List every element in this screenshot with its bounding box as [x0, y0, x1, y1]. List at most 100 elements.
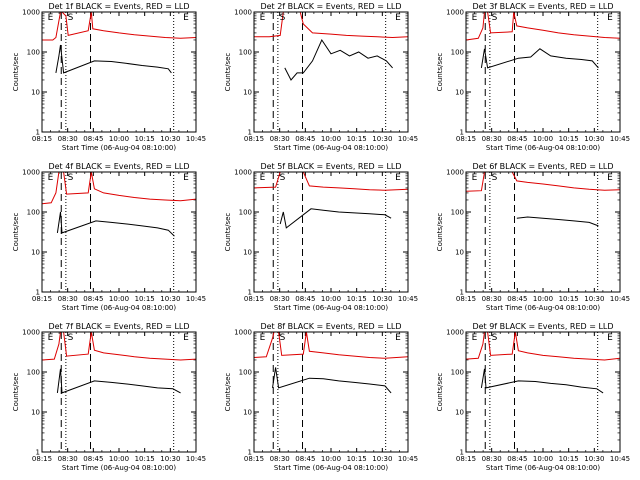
x-tick-label: 08:15 [456, 135, 476, 143]
y-tick-label: 1 [248, 129, 252, 137]
chart-panel-4f: Det 4f BLACK = Events, RED = LLD Counts/s… [12, 162, 206, 312]
marker-label: E [472, 333, 478, 343]
series-events [480, 48, 599, 69]
y-tick-label: 1000 [22, 169, 40, 177]
y-axis-label: Counts/sec [436, 53, 444, 92]
y-tick-label: 1000 [22, 329, 40, 337]
x-tick-label: 10:45 [186, 295, 206, 303]
y-tick-label: 1000 [234, 169, 252, 177]
chart-panel-8f: Det 8f BLACK = Events, RED = LLD Counts/s… [224, 322, 418, 472]
series-lld [42, 11, 197, 41]
y-tick-label: 100 [451, 49, 464, 57]
marker-label: S [492, 13, 498, 23]
y-tick-label: 10 [455, 249, 464, 257]
y-tick-label: 1000 [234, 9, 252, 17]
x-axis-label: Start Time (06-Aug-04 08:10:00) [62, 304, 176, 312]
x-tick-label: 08:45 [507, 295, 527, 303]
y-tick-label: 10 [243, 409, 252, 417]
x-tick-label: 10:15 [347, 455, 367, 463]
series-lld [41, 171, 197, 205]
y-tick-label: 1000 [234, 329, 252, 337]
y-tick-label: 100 [451, 369, 464, 377]
plot-frame [253, 331, 409, 453]
y-axis-label: Counts/sec [436, 373, 444, 412]
y-tick-label: 100 [27, 49, 40, 57]
marker-label: E [395, 13, 401, 23]
marker-label: S [492, 173, 498, 183]
y-tick-label: 100 [239, 369, 252, 377]
series-events [55, 44, 172, 74]
x-tick-label: 10:30 [160, 295, 180, 303]
x-tick-label: 10:00 [109, 455, 129, 463]
y-tick-label: 10 [243, 249, 252, 257]
x-tick-label: 10:45 [186, 135, 206, 143]
marker-label: E [260, 173, 266, 183]
chart-panel-9f: Det 9f BLACK = Events, RED = LLD Counts/s… [436, 322, 630, 472]
marker-label: S [68, 333, 74, 343]
y-tick-label: 100 [27, 369, 40, 377]
y-tick-label: 10 [31, 89, 40, 97]
x-tick-label: 10:00 [321, 455, 341, 463]
x-tick-label: 10:15 [135, 455, 155, 463]
y-axis-label: Counts/sec [12, 53, 20, 92]
x-tick-label: 10:00 [533, 135, 553, 143]
x-tick-label: 10:45 [398, 135, 418, 143]
y-axis-label: Counts/sec [224, 373, 232, 412]
x-tick-label: 08:30 [482, 135, 502, 143]
x-axis-label: Start Time (06-Aug-04 08:10:00) [62, 144, 176, 152]
x-tick-label: 10:45 [610, 455, 630, 463]
series-events [56, 211, 175, 237]
marker-label: E [48, 173, 54, 183]
x-tick-label: 08:15 [244, 135, 264, 143]
chart-title: Det 8f BLACK = Events, RED = LLD [260, 322, 401, 331]
y-tick-label: 1000 [446, 329, 464, 337]
x-tick-label: 08:45 [83, 135, 103, 143]
x-tick-label: 10:00 [533, 455, 553, 463]
x-tick-label: 10:00 [321, 135, 341, 143]
x-axis-label: Start Time (06-Aug-04 08:10:00) [486, 464, 600, 472]
x-tick-label: 10:00 [109, 295, 129, 303]
x-tick-label: 08:15 [32, 135, 52, 143]
marker-label: E [607, 173, 613, 183]
x-tick-label: 08:45 [507, 135, 527, 143]
marker-label: E [183, 333, 189, 343]
plot-frame [41, 11, 197, 133]
chart-title: Det 3f BLACK = Events, RED = LLD [472, 2, 613, 11]
x-tick-label: 08:30 [482, 295, 502, 303]
x-tick-label: 10:30 [160, 135, 180, 143]
y-tick-label: 100 [451, 209, 464, 217]
x-tick-label: 08:15 [32, 455, 52, 463]
x-tick-label: 08:30 [58, 135, 78, 143]
x-tick-label: 08:45 [507, 455, 527, 463]
x-tick-label: 08:45 [295, 455, 315, 463]
marker-label: E [395, 333, 401, 343]
marker-label: S [280, 173, 286, 183]
x-tick-label: 10:15 [559, 295, 579, 303]
x-tick-label: 10:00 [109, 135, 129, 143]
y-tick-label: 1000 [22, 9, 40, 17]
chart-title: Det 7f BLACK = Events, RED = LLD [48, 322, 189, 331]
marker-label: S [280, 333, 286, 343]
x-tick-label: 10:15 [135, 135, 155, 143]
marker-label: S [68, 13, 74, 23]
chart-title: Det 1f BLACK = Events, RED = LLD [48, 2, 189, 11]
x-axis-label: Start Time (06-Aug-04 08:10:00) [486, 304, 600, 312]
chart-panel-7f: Det 7f BLACK = Events, RED = LLD Counts/s… [12, 322, 206, 472]
x-tick-label: 10:00 [321, 295, 341, 303]
y-tick-label: 10 [31, 249, 40, 257]
x-tick-label: 08:30 [270, 295, 290, 303]
chart-title: Det 4f BLACK = Events, RED = LLD [48, 162, 189, 171]
chart-title: Det 2f BLACK = Events, RED = LLD [260, 2, 401, 11]
y-tick-label: 10 [243, 89, 252, 97]
x-tick-label: 10:30 [584, 135, 604, 143]
x-tick-label: 10:30 [160, 455, 180, 463]
x-axis-label: Start Time (06-Aug-04 08:10:00) [274, 144, 388, 152]
marker-label: E [48, 333, 54, 343]
y-axis-label: Counts/sec [436, 213, 444, 252]
x-tick-label: 10:45 [610, 295, 630, 303]
x-tick-label: 08:45 [295, 295, 315, 303]
x-tick-label: 10:30 [372, 455, 392, 463]
y-tick-label: 100 [239, 209, 252, 217]
marker-label: S [68, 173, 74, 183]
